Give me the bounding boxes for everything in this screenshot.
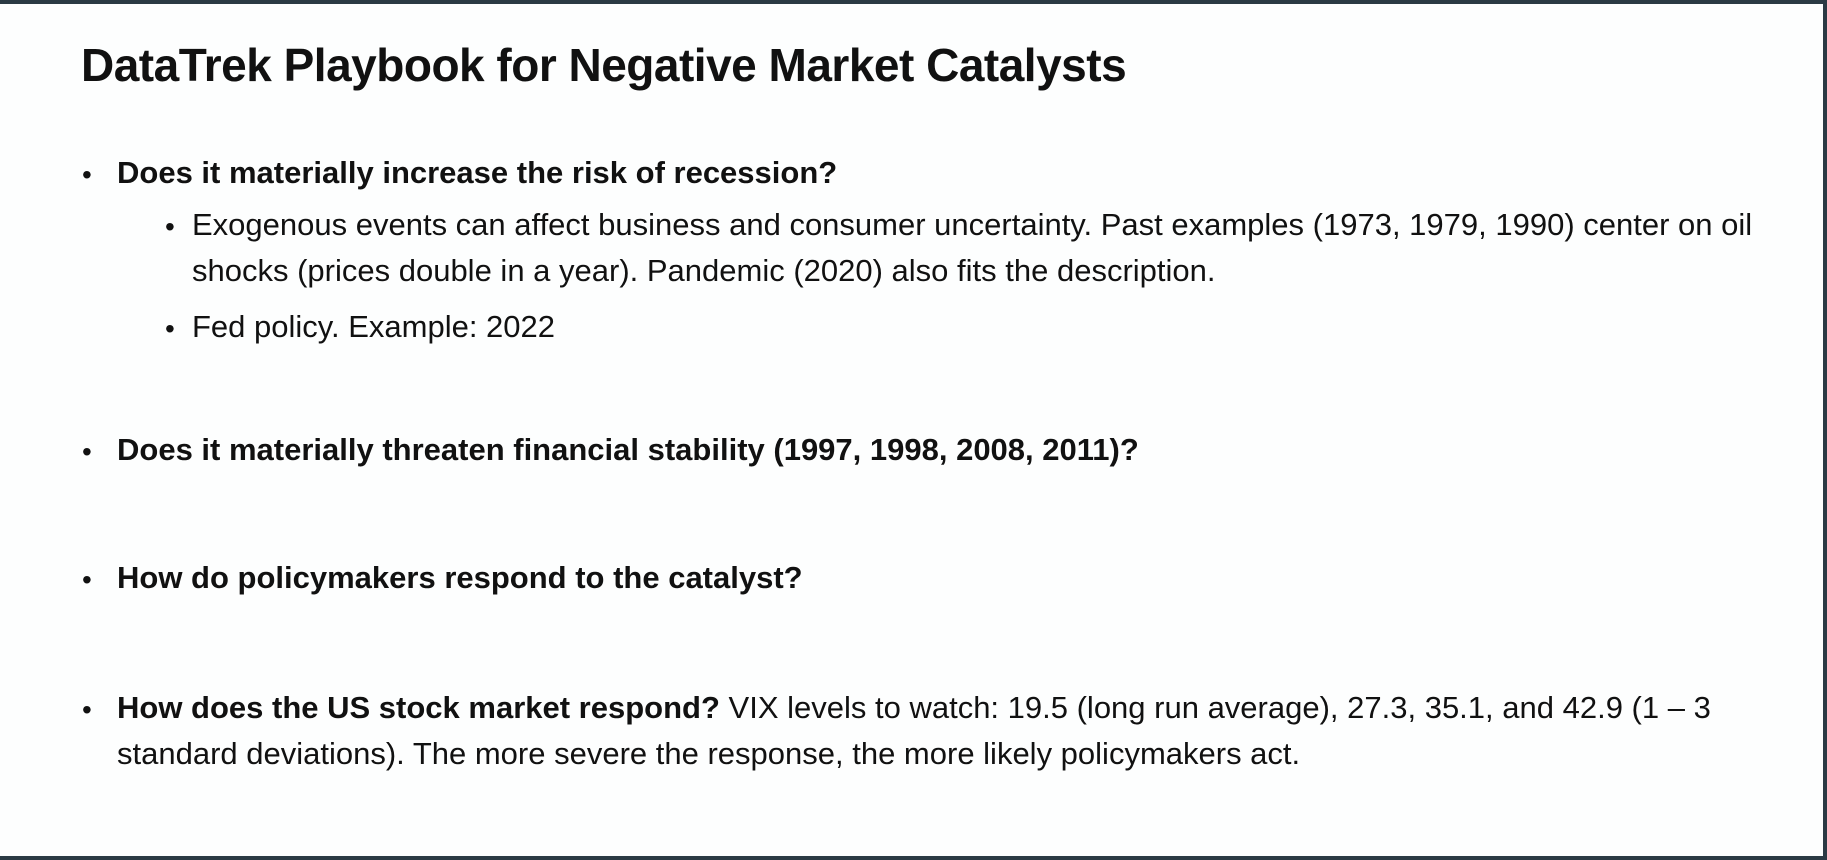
question-financial-stability: Does it materially threaten financial st…: [117, 432, 1139, 467]
slide-title: DataTrek Playbook for Negative Market Ca…: [81, 39, 1127, 91]
question-policymakers: How do policymakers respond to the catal…: [117, 560, 803, 595]
bullet-icon: •: [165, 211, 175, 242]
bullet-icon: •: [82, 159, 92, 190]
sub-exogenous-events: Exogenous events can affect business and…: [192, 207, 1753, 288]
slide: DataTrek Playbook for Negative Market Ca…: [0, 4, 1823, 856]
bullet-icon: •: [165, 313, 175, 344]
question-stock-market-text: VIX levels to watch: 19.5 (long run aver…: [117, 690, 1711, 771]
sub-fed-policy: Fed policy. Example: 2022: [192, 309, 556, 344]
bullet-icon: •: [82, 564, 92, 595]
question-recession: Does it materially increase the risk of …: [117, 155, 838, 190]
bullet-icon: •: [82, 694, 92, 725]
question-stock-market: How does the US stock market respond? VI…: [117, 685, 1767, 777]
bullet-icon: •: [82, 436, 92, 467]
question-stock-market-bold: How does the US stock market respond?: [117, 690, 720, 725]
